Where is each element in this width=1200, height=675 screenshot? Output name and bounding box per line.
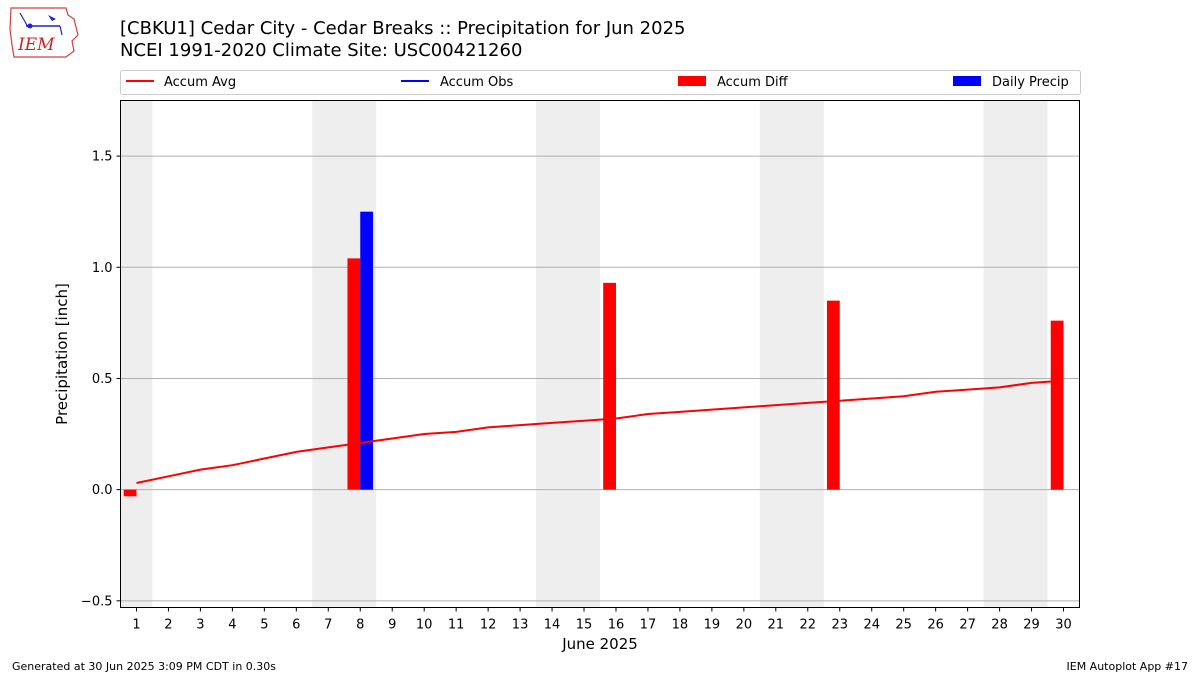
x-tick-label: 19: [704, 618, 721, 633]
legend-swatch-diff: [678, 76, 706, 86]
legend-label-obs: Accum Obs: [440, 75, 513, 90]
weekend-band: [120, 100, 153, 608]
plot-frame: [120, 100, 1080, 608]
x-tick-label: 15: [576, 618, 593, 633]
legend-label-avg: Accum Avg: [164, 75, 236, 90]
x-tick-label: 29: [1023, 618, 1040, 633]
x-tick-label: 18: [672, 618, 689, 633]
x-tick-label: 27: [959, 618, 976, 633]
legend-label-daily: Daily Precip: [992, 75, 1069, 90]
accum-diff-bar: [1050, 320, 1064, 490]
iem-logo: IEM: [9, 7, 79, 58]
y-tick-label: 1.5: [92, 150, 113, 165]
x-tick-label: 28: [991, 618, 1008, 633]
accum-diff-bar: [347, 258, 361, 490]
y-axis-label: Precipitation [inch]: [53, 283, 71, 425]
x-tick-label: 10: [416, 618, 433, 633]
weekend-band: [983, 100, 1048, 608]
y-axis-ticks: −0.5 0.0 0.5 1.0 1.5: [81, 150, 121, 609]
x-tick-label: 25: [895, 618, 912, 633]
x-tick-label: 12: [480, 618, 497, 633]
y-tick-label: 0.5: [92, 372, 113, 387]
x-tick-label: 22: [800, 618, 817, 633]
x-tick-label: 2: [164, 618, 172, 633]
weekend-band: [759, 100, 824, 608]
x-tick-label: 3: [196, 618, 204, 633]
x-tick-label: 1: [132, 618, 140, 633]
logo-text: IEM: [17, 35, 55, 55]
x-axis-ticks: 1 2 3 4 5 6 7 8 9 10 11 12 13 14 15 16 17 18 19 20 21 22 23 24 2…: [132, 607, 1072, 633]
legend: Accum Avg Accum Obs Accum Diff Daily Pre…: [120, 70, 1081, 95]
x-tick-label: 11: [448, 618, 465, 633]
chart-title: [CBKU1] Cedar City - Cedar Breaks :: Pre…: [120, 18, 685, 62]
x-tick-label: 20: [736, 618, 753, 633]
x-tick-label: 16: [608, 618, 625, 633]
x-tick-label: 17: [640, 618, 657, 633]
x-tick-label: 26: [927, 618, 944, 633]
x-tick-label: 4: [228, 618, 236, 633]
y-tick-label: −0.5: [81, 594, 113, 609]
legend-swatch-daily: [953, 76, 981, 86]
legend-frame: [120, 70, 1081, 95]
weekend-shading: [120, 100, 1048, 608]
app-note: IEM Autoplot App #17: [1066, 660, 1189, 673]
x-axis-label: June 2025: [561, 635, 638, 653]
x-tick-label: 7: [324, 618, 332, 633]
accum-avg-line: [136, 379, 1064, 484]
y-gridlines: [120, 155, 1080, 602]
bars: [123, 211, 1064, 497]
x-tick-label: 8: [356, 618, 364, 633]
y-tick-label: 1.0: [92, 261, 113, 276]
y-tick-label: 0.0: [92, 483, 113, 498]
x-tick-label: 6: [292, 618, 300, 633]
weekend-band: [536, 100, 600, 608]
x-tick-label: 23: [831, 618, 848, 633]
lines: [136, 379, 1064, 484]
x-tick-label: 24: [863, 618, 880, 633]
x-tick-label: 30: [1055, 618, 1072, 633]
x-tick-label: 9: [388, 618, 396, 633]
accum-diff-bar: [603, 282, 616, 490]
title-line-1: [CBKU1] Cedar City - Cedar Breaks :: Pre…: [120, 18, 686, 39]
x-tick-label: 21: [768, 618, 785, 633]
generated-note: Generated at 30 Jun 2025 3:09 PM CDT in …: [12, 660, 277, 673]
accum-diff-bar: [123, 489, 137, 497]
x-tick-label: 13: [512, 618, 529, 633]
title-line-2: NCEI 1991-2020 Climate Site: USC00421260: [120, 40, 523, 61]
accum-diff-bar: [826, 300, 840, 490]
legend-label-diff: Accum Diff: [717, 75, 789, 90]
daily-precip-bar: [360, 211, 374, 490]
x-tick-label: 14: [544, 618, 561, 633]
x-tick-label: 5: [260, 618, 268, 633]
